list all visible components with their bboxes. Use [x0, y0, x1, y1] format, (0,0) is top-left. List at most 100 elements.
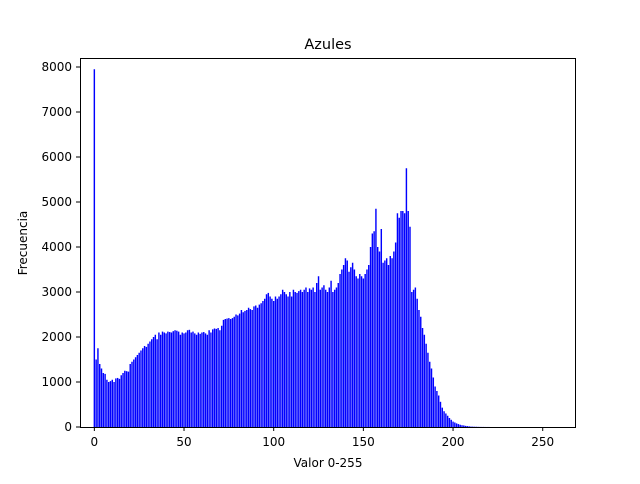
- bar: [433, 378, 434, 428]
- bar: [133, 360, 134, 428]
- bar: [155, 335, 156, 427]
- bar: [241, 310, 242, 427]
- bar: [142, 348, 143, 427]
- bar: [296, 293, 297, 427]
- bar: [355, 276, 356, 427]
- y-tick-label: 7000: [41, 105, 72, 119]
- bar: [384, 261, 385, 428]
- bar: [112, 380, 113, 427]
- bar: [454, 423, 455, 428]
- bar: [232, 318, 233, 427]
- bar: [182, 333, 183, 428]
- bar: [372, 234, 373, 428]
- bar: [203, 332, 204, 427]
- bar: [420, 317, 421, 427]
- bar: [289, 292, 290, 427]
- bar: [221, 326, 222, 427]
- bar: [399, 218, 400, 427]
- bar: [303, 290, 304, 427]
- bar: [126, 371, 127, 427]
- bar: [130, 364, 131, 427]
- bar: [343, 265, 344, 427]
- bar: [201, 333, 202, 428]
- bar: [295, 292, 296, 427]
- chart-title: Azules: [304, 37, 351, 53]
- bar: [381, 229, 382, 427]
- bar: [144, 346, 145, 427]
- bar: [434, 387, 435, 428]
- bar: [205, 333, 206, 427]
- bar: [327, 292, 328, 427]
- bar: [377, 247, 378, 427]
- bar: [192, 332, 193, 427]
- bar: [400, 211, 401, 427]
- x-tick-label: 100: [262, 435, 285, 449]
- bar: [409, 227, 410, 427]
- bar: [164, 333, 165, 428]
- bar: [382, 263, 383, 427]
- bar: [460, 425, 461, 427]
- bar: [422, 328, 423, 427]
- bar: [375, 209, 376, 427]
- bar: [361, 276, 362, 427]
- bar: [251, 310, 252, 427]
- bar: [187, 330, 188, 427]
- bar: [451, 420, 452, 427]
- bar: [391, 258, 392, 427]
- bar: [225, 319, 226, 427]
- bar: [217, 328, 218, 427]
- bar: [171, 333, 172, 428]
- bar: [368, 265, 369, 427]
- bar: [293, 290, 294, 427]
- bar: [465, 426, 466, 427]
- bar: [302, 292, 303, 427]
- bar: [363, 279, 364, 428]
- bar: [235, 315, 236, 428]
- bar: [178, 332, 179, 427]
- bar: [174, 330, 175, 427]
- bar: [271, 299, 272, 427]
- bar: [305, 288, 306, 428]
- y-axis-label: Frecuencia: [16, 211, 30, 276]
- bar: [298, 291, 299, 427]
- bar: [429, 362, 430, 427]
- bar: [316, 283, 317, 427]
- bar: [404, 213, 405, 427]
- bar: [208, 330, 209, 427]
- bar: [352, 263, 353, 427]
- bar: [312, 288, 313, 428]
- bar: [214, 328, 215, 427]
- bar: [104, 374, 105, 427]
- bar: [307, 292, 308, 427]
- bar: [287, 297, 288, 428]
- bar: [456, 423, 457, 427]
- bar: [407, 211, 408, 427]
- bar: [282, 290, 283, 427]
- bar: [395, 243, 396, 428]
- bar: [210, 333, 211, 428]
- bar: [176, 331, 177, 427]
- bar: [370, 247, 371, 427]
- y-tick-label: 4000: [41, 240, 72, 254]
- bar: [447, 416, 448, 427]
- bar: [336, 288, 337, 428]
- bar: [277, 299, 278, 427]
- bar: [443, 411, 444, 427]
- bar: [354, 270, 355, 428]
- bar: [242, 312, 243, 427]
- bar: [108, 382, 109, 427]
- bar: [291, 297, 292, 428]
- bar: [431, 369, 432, 428]
- y-tick-label: 3000: [41, 285, 72, 299]
- bar: [138, 353, 139, 427]
- bar: [348, 272, 349, 427]
- bar: [189, 330, 190, 427]
- bar: [266, 294, 267, 427]
- bar: [463, 425, 464, 427]
- bar: [359, 274, 360, 427]
- bar: [345, 258, 346, 427]
- bar: [146, 347, 147, 427]
- bar: [321, 288, 322, 428]
- bar: [183, 333, 184, 427]
